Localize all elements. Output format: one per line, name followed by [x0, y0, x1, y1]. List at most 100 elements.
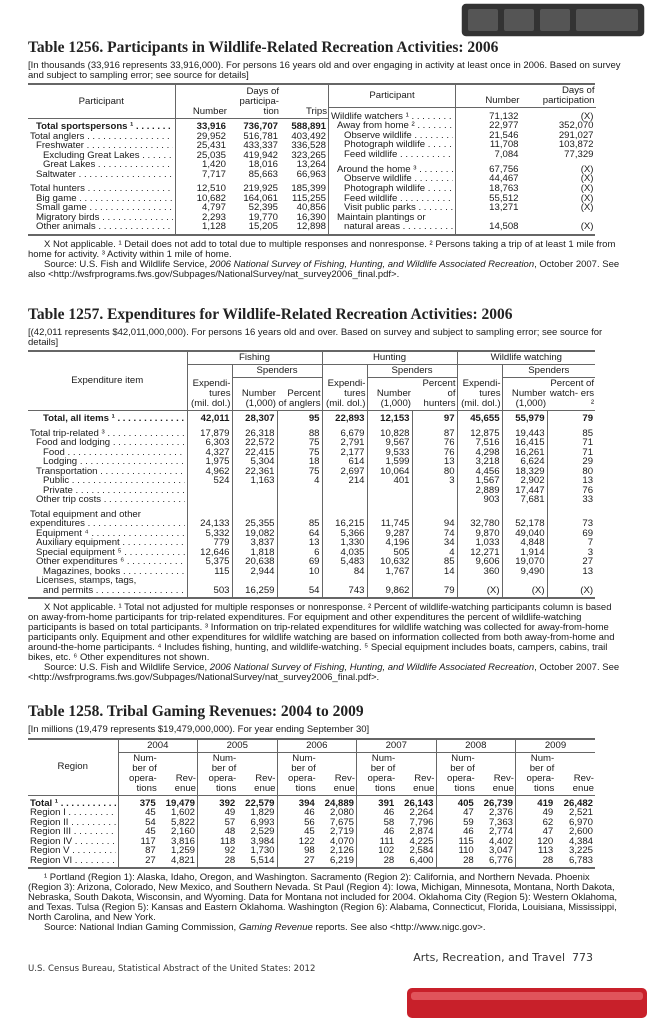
table-row: Region I451,602491,829462,080462,264472,… — [28, 808, 595, 818]
table-cell: 10,828 — [366, 423, 412, 439]
table-cell: 77,329 — [564, 149, 594, 160]
table-cell: 80 — [411, 467, 458, 477]
row-label-text: Region III — [30, 827, 116, 837]
table-1257-title: Table 1257. Expenditures for Wildlife-Re… — [28, 305, 513, 323]
row-label: Feed wildlife — [329, 193, 456, 203]
row-label: Observe wildlife — [329, 174, 456, 184]
table-row: Equipment ⁴5,33219,082645,3669,287749,87… — [28, 529, 596, 539]
row-label-text: and permits — [43, 586, 185, 596]
row-label: Other expenditures ⁶ — [28, 557, 187, 567]
col-header: Percent of watch- ers ² — [547, 377, 596, 412]
table-cell: 1,033 — [456, 538, 503, 548]
col-header: Number — [174, 85, 228, 120]
table-cell: 12,898 — [296, 221, 326, 233]
spenders-header: Spenders — [366, 364, 458, 379]
table-cell — [276, 495, 322, 505]
table-cell: 1,330 — [321, 538, 367, 548]
col-header-operations: Num- ber of opera- tions — [435, 752, 476, 796]
table-cell: 2,080 — [329, 807, 354, 819]
row-label: Region III — [28, 827, 118, 837]
row-label: Total hunters — [28, 179, 175, 194]
col-header-revenue: Rev- enue — [555, 752, 595, 796]
row-label-text: Small game — [36, 203, 173, 213]
row-label-text: Observe wildlife — [344, 174, 453, 184]
table-cell: 3,816 — [170, 835, 195, 847]
row-label: Lodging — [28, 457, 187, 467]
table-cell: 736,707 — [243, 121, 278, 133]
col-header-revenue: Rev- enue — [237, 752, 277, 796]
table-cell: 71 — [546, 448, 596, 458]
table-cell: 45 — [276, 827, 317, 837]
row-label-text: Licenses, stamps, tags, — [36, 576, 137, 586]
source-note: Source: U.S. Fish and Wildlife Service, … — [28, 259, 622, 280]
watermark-logo-tradersxtreme — [405, 986, 649, 1020]
table-cell: 44,467 — [455, 174, 521, 184]
table-1257-headnote: [(42,011 represents $42,011,000,000). Fo… — [28, 326, 603, 349]
table-cell: 4 — [276, 476, 322, 486]
table-cell: 25,355 — [231, 504, 277, 529]
table-cell: 25,035 — [174, 151, 228, 161]
row-label-text: Other expenditures ⁶ — [36, 557, 185, 567]
table-cell: 46 — [356, 808, 397, 818]
source-note: Source: National Indian Gaming Commissio… — [28, 923, 622, 933]
table-row: Auxiliary equipment7793,837131,3304,1963… — [28, 538, 596, 548]
table-1256: Participant Number Days of participa- ti… — [28, 83, 596, 236]
row-label-text: Observe wildlife — [344, 131, 453, 141]
table-cell: 9,870 — [456, 529, 503, 539]
table-cell: 48 — [197, 827, 238, 837]
table-cell: 46 — [276, 808, 317, 818]
table-cell: 4,848 — [501, 538, 548, 548]
row-label-text: Total sportspersons ¹ — [36, 122, 173, 132]
row-label: Licenses, stamps, tags, and permits — [28, 576, 187, 598]
table-cell: 54 — [276, 576, 322, 599]
table-cell: 49 — [515, 808, 556, 818]
table-cell: 102 — [356, 846, 397, 856]
table-cell: 391 — [356, 795, 397, 809]
row-label: Freshwater — [28, 141, 175, 151]
footnote: X Not applicable. ¹ Detail does not add … — [28, 238, 616, 260]
table-cell: 4,225 — [409, 835, 434, 847]
table-cell: 29 — [546, 457, 596, 467]
table-cell — [366, 495, 412, 505]
table-cell: 19,770 — [248, 211, 278, 223]
table-cell: 2,902 — [501, 476, 548, 486]
table-cell: 76 — [411, 448, 458, 458]
table-row: Big game10,682 164,061 115,255 — [28, 194, 328, 204]
row-label: Total, all items ¹ — [28, 411, 187, 424]
table-cell: 4,797 — [174, 203, 228, 213]
row-label: Total sportspersons ¹ — [28, 119, 175, 132]
table-cell: 27 — [117, 855, 158, 869]
table-cell: 9,533 — [366, 448, 412, 458]
row-label: Observe wildlife — [329, 131, 456, 141]
row-label-text: Other trip costs — [36, 495, 185, 505]
table-cell: 67,756 — [455, 159, 521, 175]
table-cell: 17,879 — [186, 423, 232, 439]
table-row: Feed wildlife55,512 (X) — [329, 193, 596, 203]
table-cell: 19,082 — [231, 529, 277, 539]
table-cell: 13,264 — [296, 159, 326, 171]
row-label-text: Big game — [36, 194, 173, 204]
table-row: Food and lodging6,30322,572752,7919,5677… — [28, 438, 596, 448]
table-cell: 1,163 — [231, 476, 277, 486]
row-label-text: Photograph wildlife — [344, 140, 453, 150]
row-label-text: Total anglers — [30, 132, 173, 142]
table-cell: 85 — [276, 504, 322, 529]
row-label-text: Region II — [30, 818, 116, 828]
table-1258-title: Table 1258. Tribal Gaming Revenues: 2004… — [28, 703, 364, 721]
footnote: ¹ Portland (Region 1): Alaska, Idaho, Or… — [28, 872, 618, 924]
table-cell: 2,376 — [488, 807, 513, 819]
page-footer: Arts, Recreation, and Travel 773 U.S. Ce… — [28, 951, 622, 975]
col-header: Participant — [328, 85, 456, 109]
table-cell: 1,259 — [170, 845, 195, 857]
table-cell: 6,970 — [568, 816, 593, 828]
table-row: Photograph wildlife11,708 103,872 — [329, 140, 596, 150]
table-cell: 3,218 — [456, 457, 503, 467]
table-cell: 2,791 — [321, 438, 367, 448]
table-cell — [186, 495, 232, 505]
col-header: Percent of hunters — [412, 377, 458, 412]
row-label: Region II — [28, 818, 118, 828]
table-cell: 13,271 — [455, 203, 521, 213]
col-header: Number (1,000) — [231, 377, 277, 412]
table-cell: 113 — [515, 846, 556, 856]
